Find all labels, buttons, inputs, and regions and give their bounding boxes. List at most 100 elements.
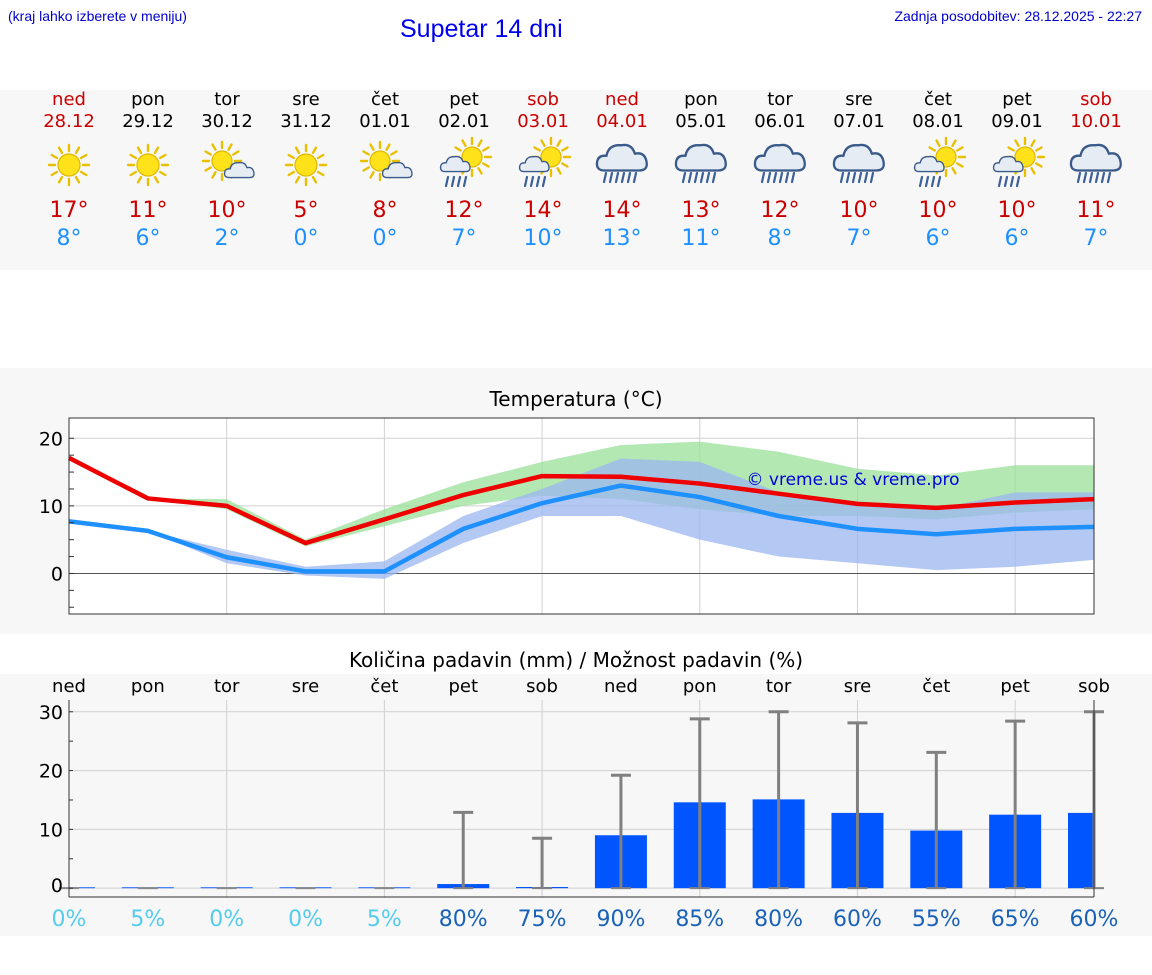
- weather-icon: [832, 143, 885, 184]
- rain-cloud-icon: [832, 143, 885, 172]
- sun-icon: [284, 143, 328, 187]
- temp-min: 0°: [293, 226, 319, 251]
- day-name: pon: [131, 89, 165, 110]
- x-category-label: sob: [1078, 676, 1110, 697]
- temp-max: 11°: [1076, 198, 1116, 223]
- watermark: © vreme.us & vreme.pro: [746, 470, 959, 490]
- rain-drops-icon: [839, 171, 875, 184]
- location-hint[interactable]: (kraj lahko izberete v meniju): [8, 8, 187, 24]
- day-date: 03.01: [517, 111, 569, 132]
- day-name: čet: [370, 89, 400, 110]
- weather-icon: [913, 136, 967, 188]
- precip-probability-label: 5%: [367, 907, 402, 932]
- day-name: tor: [214, 89, 240, 110]
- day-date: 07.01: [833, 111, 885, 132]
- series-line-max: [67, 455, 1095, 546]
- day-name: sre: [845, 89, 873, 110]
- precip-probability-label: 0%: [52, 907, 87, 932]
- weather-icon: [518, 136, 572, 188]
- plot-frame: [68, 417, 1095, 615]
- precipitation-panel: [0, 674, 1152, 936]
- cloud-icon: [518, 155, 550, 173]
- day-column: sre 07.01 10° 7°: [814, 89, 904, 253]
- rain-cloud-icon: [674, 143, 727, 172]
- temp-max: 10°: [839, 198, 879, 223]
- temp-min: 13°: [602, 226, 642, 251]
- x-category-label: čet: [370, 676, 398, 697]
- weather-icon: [753, 143, 806, 184]
- weather-icon: [126, 143, 170, 187]
- weather-icon: [992, 136, 1046, 188]
- weather-icon: [359, 140, 413, 182]
- precipitation-chart-title: Količina padavin (mm) / Možnost padavin …: [348, 648, 804, 672]
- temp-min: 6°: [1004, 226, 1030, 251]
- temp-max: 8°: [372, 198, 398, 223]
- precip-probability-label: 0%: [288, 907, 323, 932]
- precip-probability-label: 90%: [596, 907, 645, 932]
- temp-max: 14°: [523, 198, 563, 223]
- error-bar: [532, 836, 553, 890]
- y-tick-label: 20: [39, 761, 63, 783]
- day-date: 09.01: [991, 111, 1043, 132]
- temp-min: 0°: [372, 226, 398, 251]
- day-name: ned: [605, 89, 639, 110]
- temp-min: 7°: [846, 226, 872, 251]
- error-bar: [689, 717, 710, 890]
- rain-drops-icon: [602, 171, 638, 184]
- temp-min: 11°: [681, 226, 721, 251]
- error-bar: [1005, 719, 1026, 890]
- error-bar: [453, 810, 474, 890]
- day-column: čet 08.01 10° 6°: [893, 89, 983, 253]
- y-tick-label: 0: [51, 875, 63, 897]
- day-date: 10.01: [1070, 111, 1122, 132]
- cloud-icon: [992, 155, 1024, 173]
- day-column: pet 09.01 10° 6°: [972, 89, 1062, 253]
- temp-min: 10°: [523, 226, 563, 251]
- precip-probability-label: 80%: [439, 907, 488, 932]
- day-column: pon 29.12 11° 6°: [103, 89, 193, 253]
- day-name: pet: [1002, 89, 1032, 110]
- rain-drops-icon: [918, 175, 942, 188]
- x-category-label: pon: [131, 676, 165, 697]
- day-column: sre 31.12 5° 0°: [261, 89, 351, 253]
- day-date: 01.01: [359, 111, 411, 132]
- y-tick-label: 10: [39, 819, 63, 841]
- precip-bar: [69, 887, 95, 889]
- weather-icon: [439, 136, 493, 188]
- rain-drops-icon: [1076, 171, 1112, 184]
- x-category-label: ned: [604, 676, 638, 697]
- daily-forecast-band: [0, 90, 1152, 270]
- weather-icon: [201, 140, 255, 182]
- rain-drops-icon: [444, 175, 468, 188]
- precipitation-chart: ned pon tor sre čet pet sob ned pon tor sre čet pet s…: [39, 676, 1119, 932]
- precip-probability-label: 80%: [754, 907, 803, 932]
- day-date: 30.12: [201, 111, 253, 132]
- y-tick-label: 30: [39, 702, 63, 724]
- y-tick-label: 0: [51, 563, 63, 585]
- x-category-label: sob: [526, 676, 558, 697]
- precip-probability-label: 0%: [209, 907, 244, 932]
- weather-icon: [1069, 143, 1122, 184]
- error-bar: [610, 773, 631, 890]
- day-column: tor 30.12 10° 2°: [182, 89, 272, 253]
- temp-min: 8°: [56, 226, 82, 251]
- temp-min: 8°: [767, 226, 793, 251]
- cloud-icon: [223, 161, 255, 179]
- x-category-label: tor: [214, 676, 240, 697]
- temp-min: 2°: [214, 226, 240, 251]
- weather-icon: [47, 143, 91, 187]
- temp-min: 7°: [451, 226, 477, 251]
- x-category-label: ned: [52, 676, 86, 697]
- rain-drops-icon: [997, 175, 1021, 188]
- page-title: Supetar 14 dni: [400, 15, 563, 43]
- rain-drops-icon: [760, 171, 796, 184]
- temp-max: 17°: [49, 198, 89, 223]
- precip-probability-label: 65%: [991, 907, 1040, 932]
- x-category-label: pon: [683, 676, 717, 697]
- temp-max: 12°: [444, 198, 484, 223]
- day-name: sre: [292, 89, 320, 110]
- day-name: pet: [449, 89, 479, 110]
- day-date: 06.01: [754, 111, 806, 132]
- rain-cloud-icon: [753, 143, 806, 172]
- y-tick-label: 20: [39, 428, 63, 450]
